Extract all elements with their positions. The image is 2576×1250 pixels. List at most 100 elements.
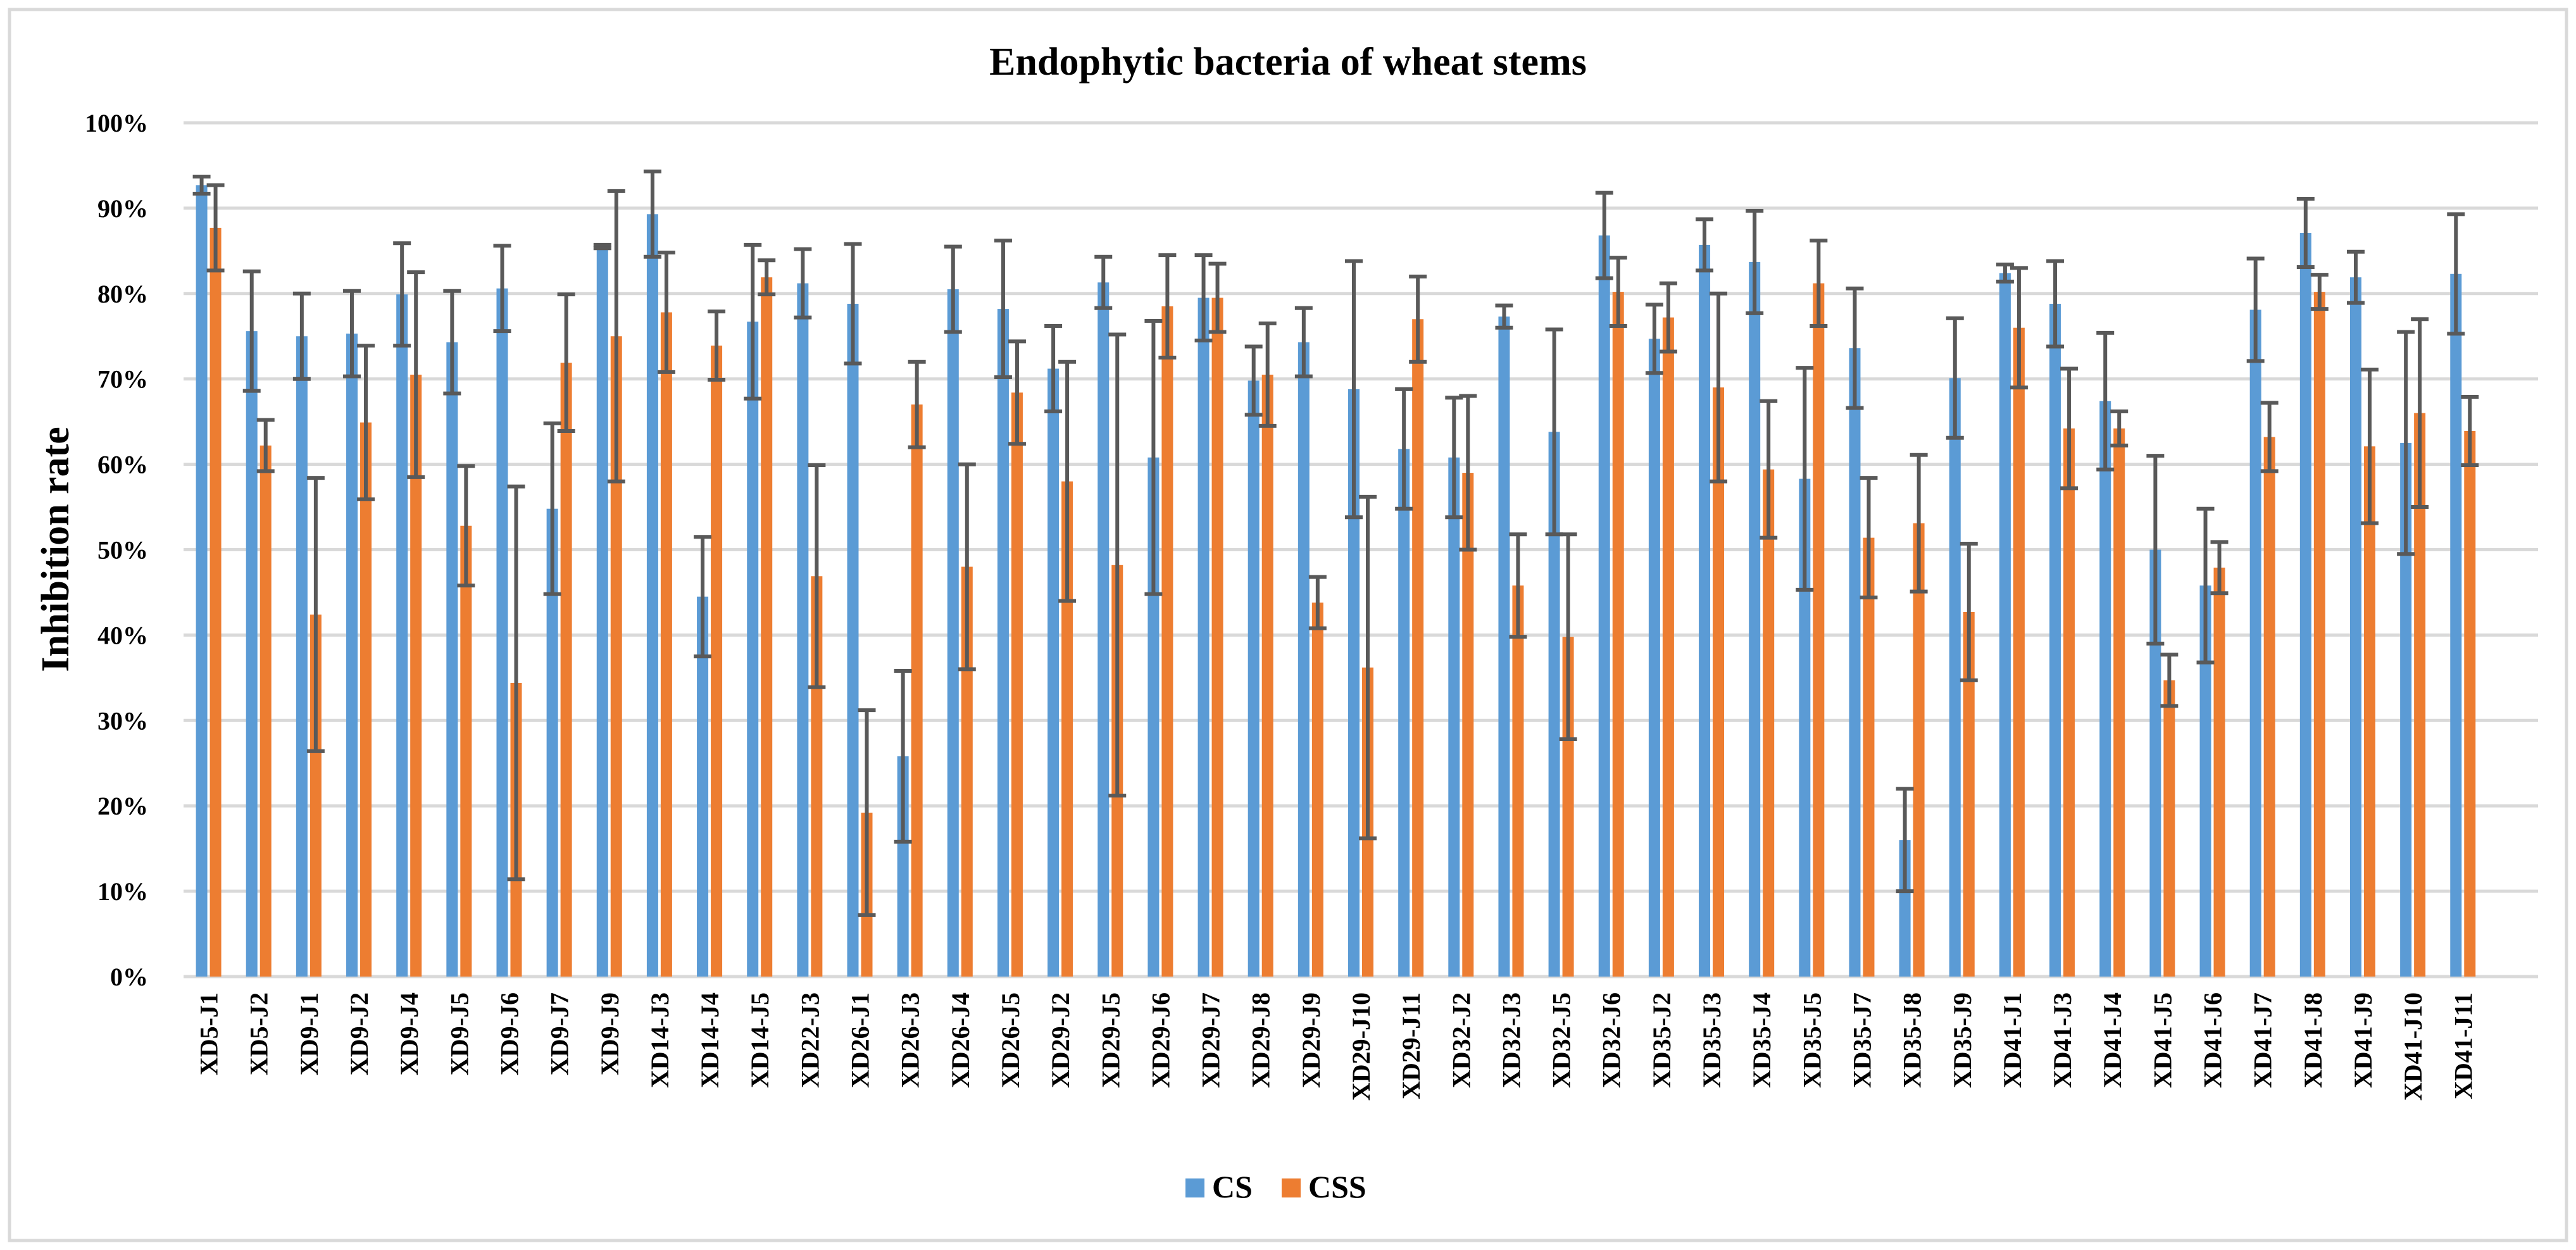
bar-css — [2113, 428, 2125, 977]
bar-css — [2363, 446, 2375, 977]
bar-css — [1211, 297, 1223, 977]
bar-cs — [1899, 840, 1911, 977]
x-tick-label: XD26-J3 — [896, 992, 925, 1088]
bar-css — [460, 525, 472, 977]
x-tick-label: XD41-J8 — [2299, 992, 2327, 1088]
bar-cs — [1348, 389, 1360, 977]
x-tick-label: XD9-J7 — [546, 992, 574, 1075]
bar-css — [761, 277, 773, 977]
bar-css — [309, 615, 322, 977]
bar-css — [1863, 537, 1875, 977]
y-tick-label: 20% — [97, 792, 148, 820]
bar-cs — [847, 303, 859, 977]
bar-css — [2414, 413, 2426, 977]
bar-cs — [2349, 277, 2361, 977]
x-tick-label: XD41-J3 — [2048, 992, 2077, 1088]
bar-cs — [1749, 261, 1761, 977]
x-tick-label: XD41-J11 — [2449, 992, 2477, 1099]
bar-cs — [1548, 432, 1560, 977]
bar-cs — [2099, 401, 2111, 977]
x-tick-label: XD41-J4 — [2098, 992, 2127, 1088]
y-tick-label: 10% — [97, 877, 148, 906]
bar-cs — [2400, 442, 2412, 977]
bar-css — [1311, 603, 1323, 977]
y-tick-label: 30% — [97, 706, 148, 735]
x-tick-label: XD35-J3 — [1698, 992, 1726, 1088]
bar-css — [2464, 430, 2476, 977]
y-tick-label: 0% — [110, 963, 148, 991]
x-tick-label: XD29-J7 — [1197, 992, 1225, 1088]
x-tick-label: XD29-J5 — [1096, 992, 1125, 1088]
bar-css — [560, 363, 572, 977]
y-tick-label: 70% — [97, 365, 148, 394]
bar-css — [2263, 437, 2275, 977]
bar-css — [1963, 611, 1975, 977]
bar-css — [1713, 387, 1725, 977]
bar-cs — [1147, 457, 1160, 977]
x-tick-label: XD29-J6 — [1146, 992, 1175, 1088]
bar-css — [1913, 523, 1925, 977]
bar-cs — [1498, 316, 1510, 977]
bar-css — [2313, 292, 2325, 977]
bar-cs — [346, 334, 358, 977]
bar-css — [2013, 327, 2025, 977]
legend-label-css: CSS — [1308, 1169, 1366, 1204]
bar-cs — [1247, 380, 1260, 977]
bar-cs — [2450, 273, 2462, 977]
bar-cs — [797, 283, 809, 977]
bar-cs — [446, 342, 458, 977]
bar-cs — [1999, 273, 2011, 977]
bar-css — [410, 374, 422, 977]
bar-css — [1562, 637, 1574, 977]
x-tick-label: XD29-J2 — [1046, 992, 1075, 1088]
bar-css — [1512, 585, 1524, 977]
bar-css — [1161, 306, 1173, 977]
y-tick-label: 80% — [97, 280, 148, 308]
bar-css — [711, 346, 723, 977]
bar-cs — [296, 336, 308, 977]
chart-frame — [8, 8, 2568, 1242]
bar-cs — [1799, 478, 1811, 977]
x-tick-label: XD29-J8 — [1247, 992, 1275, 1088]
bar-cs — [1648, 339, 1660, 977]
bar-css — [2063, 428, 2075, 977]
x-tick-label: XD35-J8 — [1898, 992, 1927, 1088]
x-tick-label: XD9-J1 — [295, 992, 323, 1075]
gridlines — [184, 121, 2538, 978]
x-tick-label: XD26-J5 — [996, 992, 1025, 1088]
bar-cs — [747, 322, 759, 977]
x-tick-label: XD26-J1 — [846, 992, 875, 1088]
bar-cs — [997, 309, 1009, 977]
bar-css — [610, 336, 622, 977]
x-tick-label: XD9-J2 — [345, 992, 373, 1075]
bar-cs — [1097, 282, 1110, 977]
bar-css — [1612, 292, 1624, 977]
y-axis-label: Inhibition rate — [34, 427, 77, 672]
x-tick-label: XD41-J10 — [2399, 992, 2427, 1101]
bar-cs — [697, 596, 709, 977]
x-tick-label: XD41-J9 — [2349, 992, 2377, 1088]
x-tick-label: XD35-J9 — [1948, 992, 1977, 1088]
bar-css — [660, 312, 672, 977]
x-tick-label: XD29-J9 — [1297, 992, 1325, 1088]
bar-css — [811, 576, 823, 977]
bar-cs — [196, 185, 208, 977]
y-tick-label: 50% — [97, 536, 148, 565]
bar-cs — [1699, 244, 1711, 977]
x-tick-label: XD41-J6 — [2199, 992, 2227, 1088]
bar-css — [1662, 317, 1674, 977]
x-tick-label: XD35-J7 — [1848, 992, 1876, 1088]
bar-cs — [246, 331, 258, 977]
x-tick-label: XD35-J5 — [1798, 992, 1826, 1088]
bar-cs — [1398, 449, 1410, 977]
x-tick-label: XD41-J5 — [2148, 992, 2177, 1088]
bar-css — [1261, 374, 1273, 977]
x-tick-label: XD5-J2 — [245, 992, 273, 1075]
bar-cs — [1047, 368, 1060, 977]
y-tick-label: 90% — [97, 194, 148, 223]
error-bars — [192, 169, 2479, 917]
x-tick-label: XD14-J5 — [746, 992, 774, 1088]
bar-css — [259, 445, 272, 977]
legend-swatch-cs — [1185, 1178, 1204, 1197]
y-axis-ticks: 0% 10% 20% 30% 40% 50% 60% 70% 80% 90% 100% — [85, 109, 148, 991]
